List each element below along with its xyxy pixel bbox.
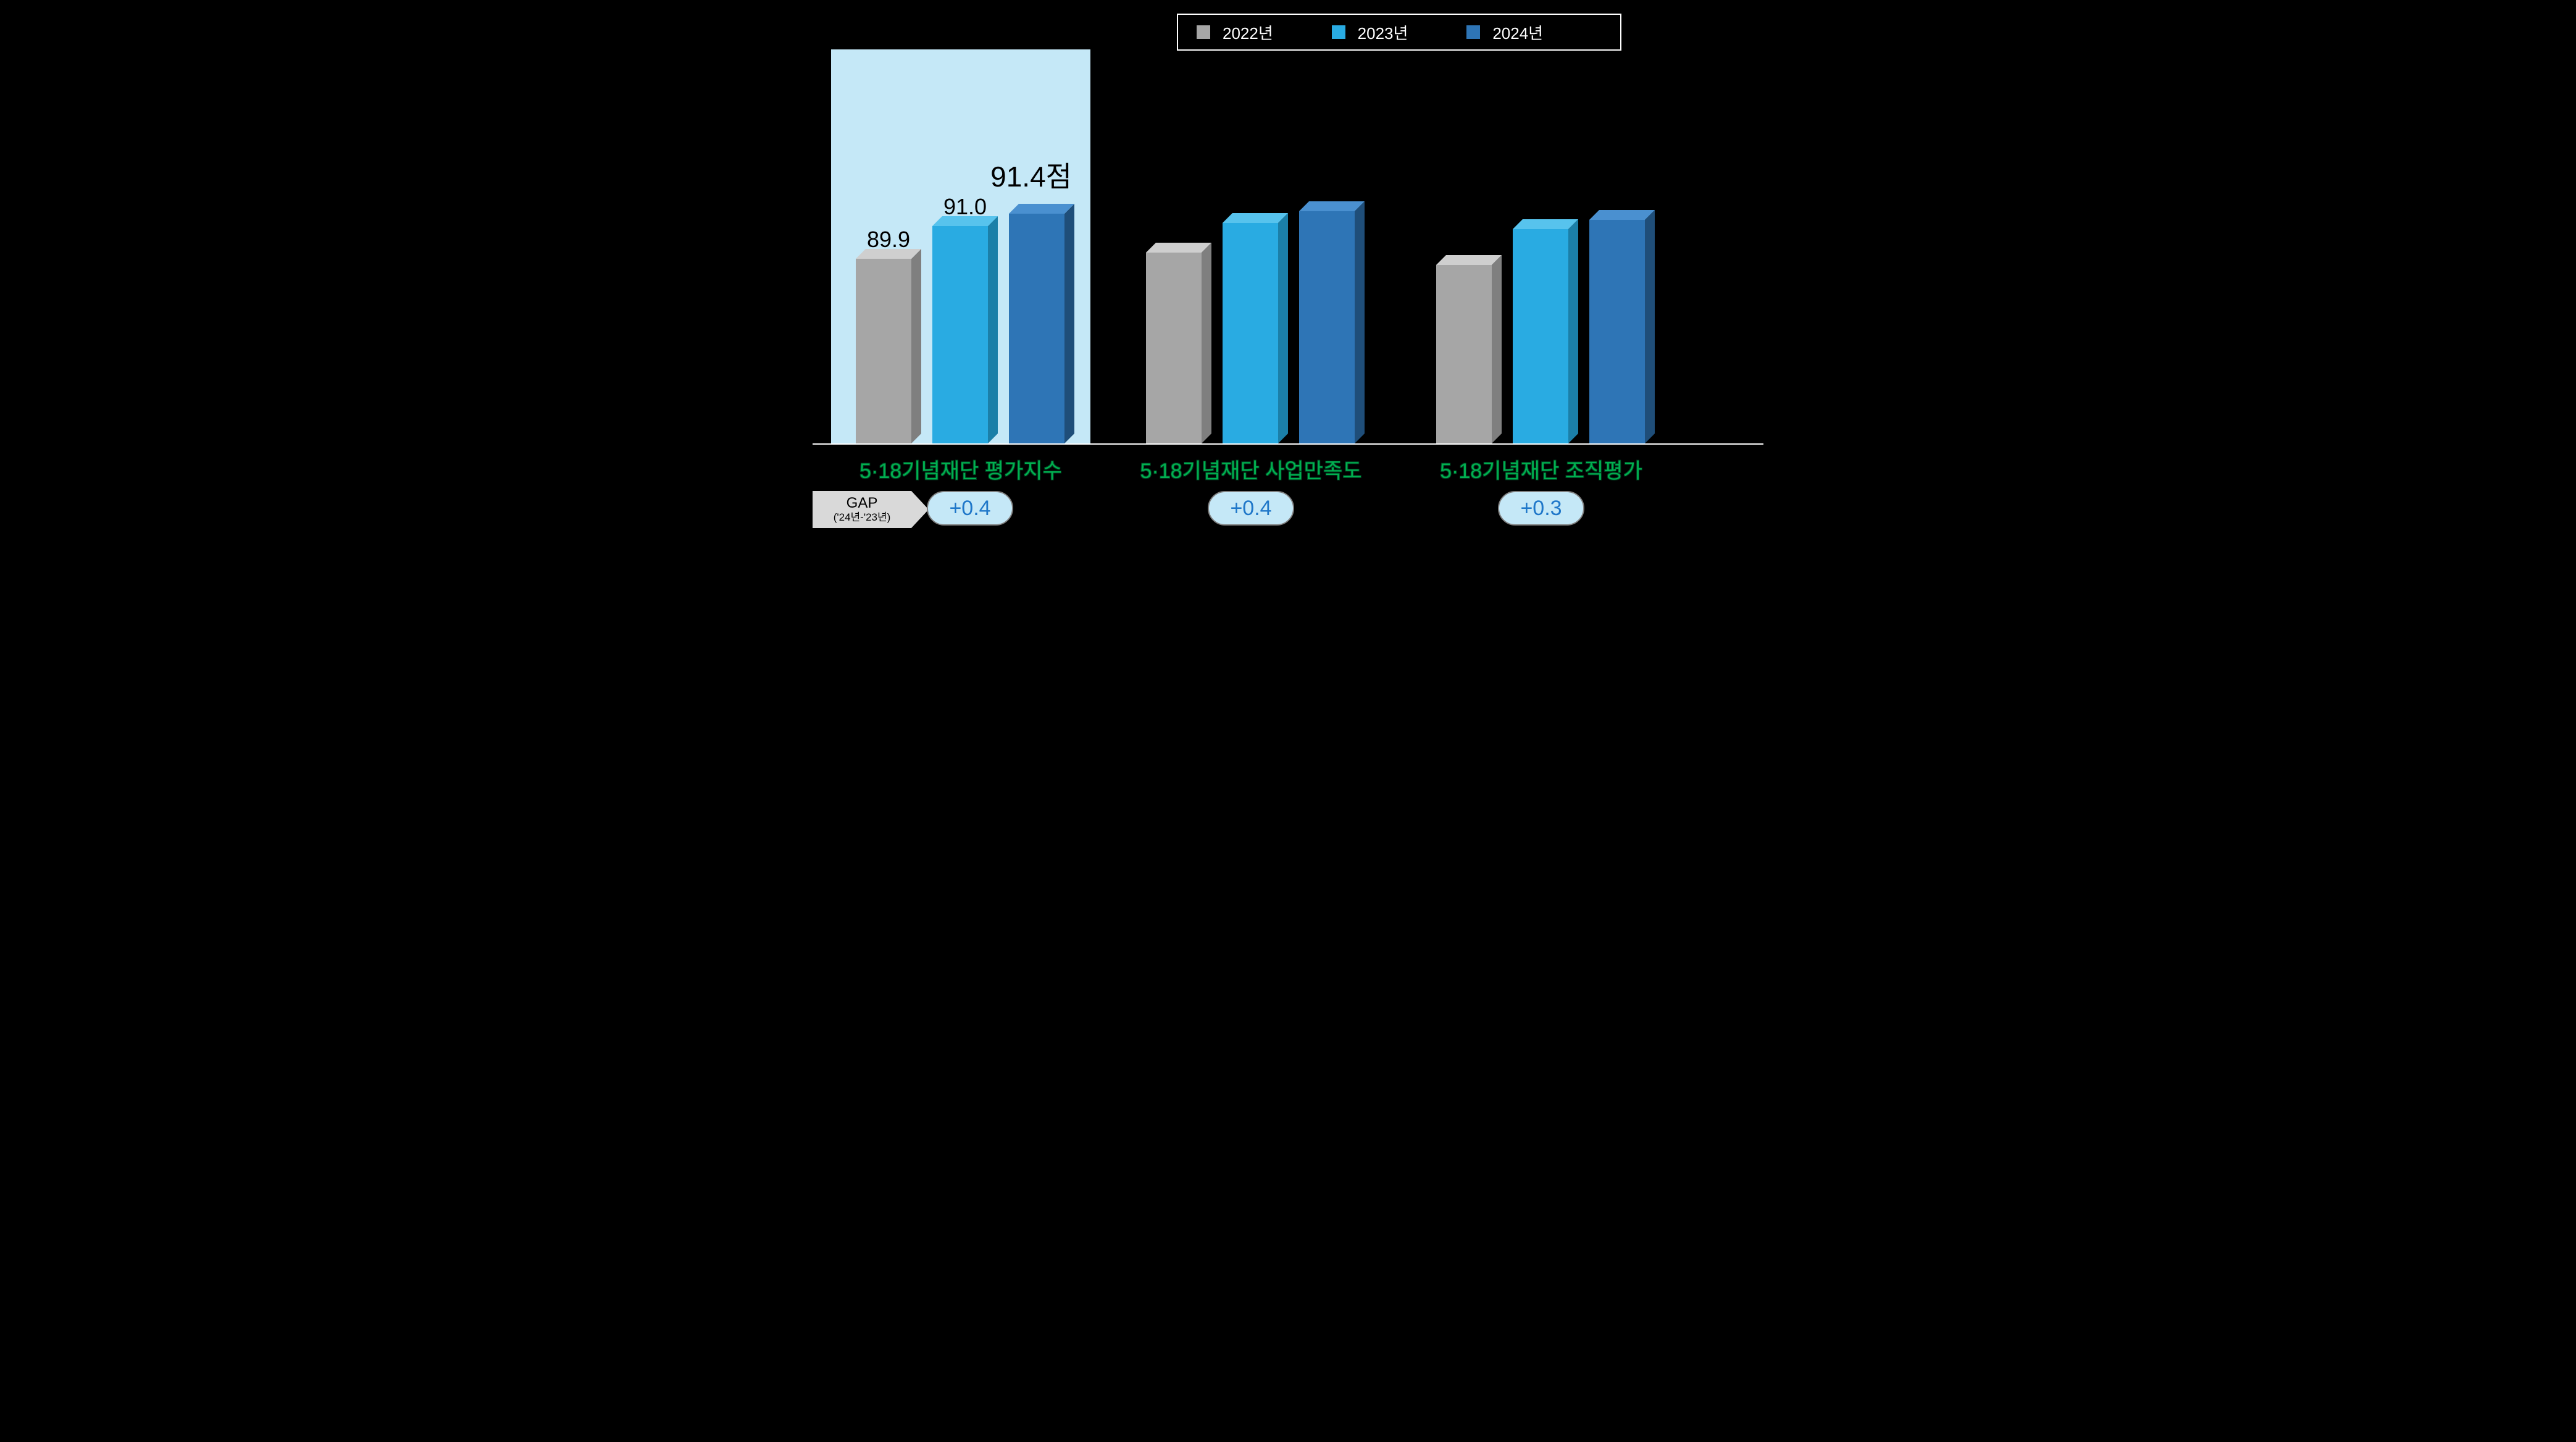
bar-front [1223,223,1278,443]
bar-2-0: 89.7 [1436,265,1502,443]
legend-item-2022: 2022년 [1197,21,1332,44]
category-label-1: 5·18기념재단 사업만족도 [1109,454,1393,484]
bar-1-2 [1299,211,1365,443]
bar-2-2 [1589,220,1655,443]
bar-0-0: 89.9 [856,259,921,443]
bar-group-0: 89.991.091.4점 [843,62,1078,443]
bar-side [1278,213,1288,443]
bar-top [1589,210,1655,220]
bar-side [911,249,921,443]
bar-front [1299,211,1355,443]
bar-chart-container: 2022년 2023년 2024년 89.991.091.4점90.191.18… [794,0,1782,553]
bar-group-2: 89.790.9 [1424,62,1658,443]
gap-tag-title: GAP [847,495,878,511]
bar-front [1589,220,1645,443]
featured-value-label: 91.4점 [843,154,1078,195]
bar-value-label: 89.7 [1436,233,1502,259]
legend-label-2023: 2023년 [1358,21,1408,44]
bar-front [1009,214,1064,443]
legend-item-2024: 2024년 [1466,21,1602,44]
legend-item-2023: 2023년 [1332,21,1467,44]
legend-swatch-2024 [1466,25,1480,39]
gap-pill-1: +0.4 [1208,491,1294,526]
bar-front [856,259,911,443]
bar-front [1436,265,1492,443]
legend-label-2022: 2022년 [1223,21,1273,44]
bar-1-0: 90.1 [1146,253,1211,443]
legend-label-2024: 2024년 [1492,21,1543,44]
bar-value-label: 90.9 [1513,197,1578,223]
bar-2-1: 90.9 [1513,229,1578,443]
bar-0-1: 91.0 [932,226,998,443]
chart-plot-area: 89.991.091.4점90.191.189.790.9 [813,62,1763,445]
chart-legend: 2022년 2023년 2024년 [1177,14,1621,51]
category-label-2: 5·18기념재단 조직평가 [1411,454,1671,484]
bar-1-1: 91.1 [1223,223,1288,443]
bar-top [1009,204,1074,214]
legend-swatch-2022 [1197,25,1210,39]
bar-top [1299,201,1365,211]
bar-side [988,216,998,443]
bar-side [1355,201,1365,443]
bar-front [932,226,988,443]
bar-value-label: 89.9 [856,227,921,253]
bar-value-label: 90.1 [1146,220,1211,246]
bar-side [1645,210,1655,443]
bar-side [1492,255,1502,443]
bar-side [1568,219,1578,443]
bar-front [1146,253,1202,443]
gap-pill-2: +0.3 [1498,491,1584,526]
bar-front [1513,229,1568,443]
bar-side [1202,243,1211,443]
bar-0-2 [1009,214,1074,443]
bar-value-label: 91.1 [1223,191,1288,217]
bar-group-1: 90.191.1 [1134,62,1368,443]
category-label-0: 5·18기념재단 평가지수 [831,454,1090,484]
legend-swatch-2023 [1332,25,1345,39]
gap-tag-sub: ('24년-'23년) [834,512,891,524]
gap-pill-0: +0.4 [927,491,1013,526]
bar-value-label: 91.0 [932,194,998,220]
gap-tag: GAP ('24년-'23년) [813,491,911,528]
bar-side [1064,204,1074,443]
